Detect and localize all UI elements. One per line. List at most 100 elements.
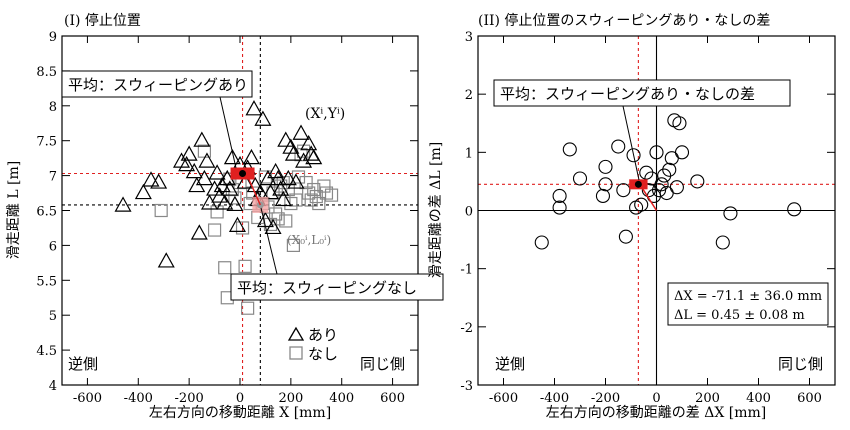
square-point xyxy=(302,186,316,200)
legend-triangle-marker xyxy=(287,326,305,341)
left-point-with-label: (Xⁱ,Yⁱ) xyxy=(305,106,345,122)
left-y-tick-label: 4 xyxy=(49,379,57,394)
left-chart-panel: (I) 停止位置 -600 -400 -200 0 200 400 600 4 4.5 5 5.5 6… xyxy=(5,12,444,421)
triangle-point xyxy=(150,173,168,189)
triangle-point xyxy=(300,134,318,151)
right-x-tick-label: 400 xyxy=(746,391,771,406)
circle-point xyxy=(598,177,613,192)
left-y-tick-label: 8 xyxy=(49,100,57,115)
triangle-point xyxy=(223,148,241,165)
right-y-tick-label: -2 xyxy=(460,321,473,336)
right-y-tick-label: -1 xyxy=(460,263,473,278)
triangle-point xyxy=(190,224,208,240)
right-x-tick-label: 600 xyxy=(797,391,822,406)
right-callout-box xyxy=(493,79,791,107)
square-point xyxy=(279,214,293,228)
triangle-point xyxy=(245,100,263,116)
right-x-tick-label: 200 xyxy=(695,391,720,406)
square-point xyxy=(324,188,339,202)
square-point xyxy=(276,175,290,190)
triangle-point xyxy=(242,148,260,165)
circle-point xyxy=(595,188,611,204)
circle-point xyxy=(572,171,588,186)
right-chart-title: (II) 停止位置のスウィーピングあり・なしの差 xyxy=(478,12,770,29)
legend-with-label: あり xyxy=(308,326,338,344)
circle-point xyxy=(669,180,684,195)
right-x-tick-label: -600 xyxy=(489,391,518,406)
left-y-tick-label: 4.5 xyxy=(36,344,57,359)
right-mean-arrow xyxy=(641,187,658,211)
left-y-tick-label: 8.5 xyxy=(36,65,57,80)
square-point xyxy=(210,205,224,219)
right-axis-ticks: -600 -400 -200 0 200 400 600 -3 -2 -1 0 1 2 3 xyxy=(460,30,835,406)
right-y-axis-label: 滑走距離の差 ΔL [m] xyxy=(427,142,444,279)
left-callout-with-label: 平均：スウィーピングあり xyxy=(68,76,248,94)
left-y-tick-label: 7.5 xyxy=(36,135,57,150)
square-point xyxy=(271,212,285,226)
right-y-tick-label: 2 xyxy=(465,88,473,103)
circle-point xyxy=(598,159,613,174)
triangle-point xyxy=(134,183,152,200)
square-point xyxy=(218,261,232,275)
left-y-tick-label: 9 xyxy=(49,30,57,45)
circle-point xyxy=(690,174,705,189)
square-point xyxy=(258,170,273,184)
left-x-tick-label: -200 xyxy=(175,391,204,406)
square-point xyxy=(274,179,288,193)
left-x-tick-label: 400 xyxy=(329,391,354,406)
right-y-tick-label: 0 xyxy=(465,205,473,220)
left-y-tick-label: 6.5 xyxy=(36,205,57,220)
triangle-point xyxy=(269,169,287,186)
circle-point xyxy=(649,145,664,160)
left-point-without-label: (X₀ⁱ,L₀ⁱ) xyxy=(287,233,331,247)
circle-point xyxy=(662,162,677,177)
triangle-point xyxy=(193,131,211,147)
right-stats-dx: ΔX = -71.1 ± 36.0 mm xyxy=(674,289,822,304)
triangle-point xyxy=(236,173,254,189)
square-point xyxy=(269,207,283,221)
left-x-tick-label: 600 xyxy=(380,391,405,406)
right-y-tick-label: -3 xyxy=(460,379,473,394)
triangle-point xyxy=(180,145,198,161)
circle-point xyxy=(552,188,567,204)
triangle-point xyxy=(195,169,213,186)
circle-point xyxy=(629,200,644,215)
left-y-tick-label: 5 xyxy=(49,309,57,324)
right-stats-dl: ΔL = 0.45 ± 0.08 m xyxy=(674,308,805,323)
circle-point xyxy=(616,183,631,198)
circle-point xyxy=(618,229,633,244)
triangle-point xyxy=(305,148,323,165)
right-corner-label-same: 同じ側 xyxy=(778,355,823,373)
square-point xyxy=(241,301,255,315)
square-point xyxy=(238,259,252,273)
square-point xyxy=(307,182,321,197)
left-callout-without-leader xyxy=(260,207,278,275)
right-x-tick-label: 0 xyxy=(652,391,660,406)
square-point xyxy=(207,223,222,237)
triangle-point xyxy=(254,110,272,126)
square-point xyxy=(289,193,303,207)
triangle-point xyxy=(206,180,224,196)
triangle-point xyxy=(114,196,132,212)
left-callout-with-box xyxy=(61,70,253,98)
square-point xyxy=(304,193,318,207)
left-callout-without-label: 平均：スウィーピングなし xyxy=(237,279,417,297)
right-callout-leader xyxy=(622,105,640,181)
triangle-point xyxy=(272,180,290,196)
square-point xyxy=(154,203,168,218)
circle-point xyxy=(657,168,672,183)
right-mean-marker xyxy=(629,179,658,211)
left-axis-ticks: -600 -400 -200 0 200 400 600 4 4.5 5 5.5 6 6.5 7 7.5 8 8… xyxy=(36,30,418,406)
left-x-tick-label: 200 xyxy=(278,391,303,406)
left-x-axis-label: 左右方向の移動距離 X [mm] xyxy=(149,404,331,421)
right-chart-panel: (II) 停止位置のスウィーピングあり・なしの差 -600 -400 -200 0 20… xyxy=(427,12,836,421)
triangle-point xyxy=(282,138,300,154)
square-point xyxy=(317,179,331,193)
triangle-point xyxy=(185,162,203,179)
left-corner-label-opposite: 逆側 xyxy=(68,355,98,373)
circle-point xyxy=(715,235,730,250)
right-y-tick-label: 3 xyxy=(465,30,473,45)
triangle-point xyxy=(267,162,285,179)
left-callout-without-box xyxy=(230,273,444,301)
